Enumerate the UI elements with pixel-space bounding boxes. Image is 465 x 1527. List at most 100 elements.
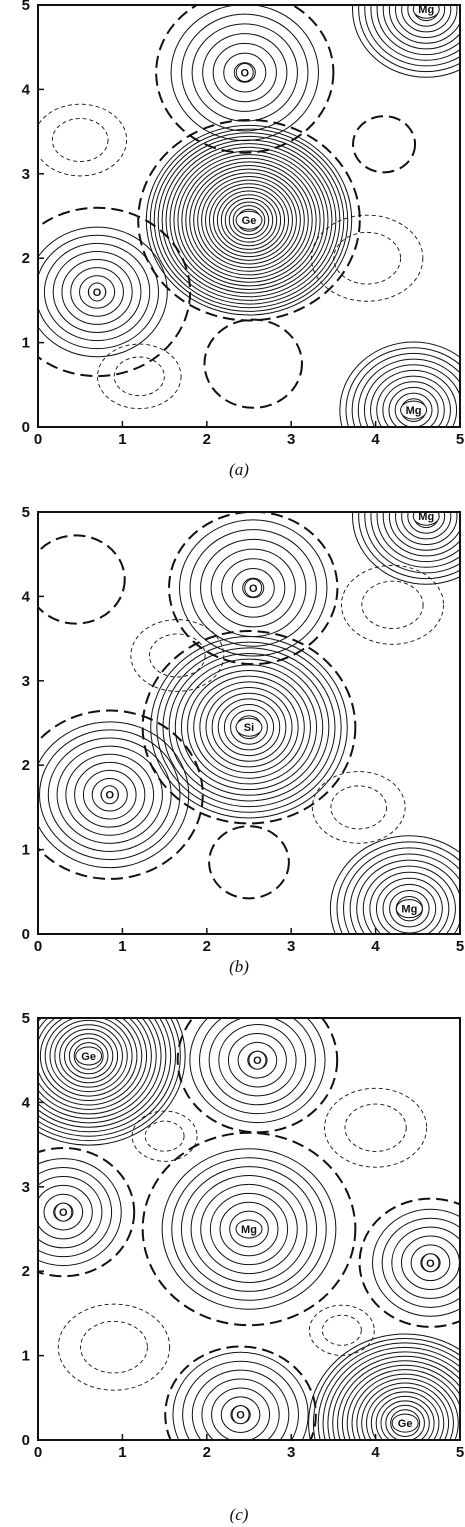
negative-contour: [330, 785, 388, 830]
plot-frame: [37, 511, 461, 935]
density-contour: [38, 1158, 122, 1267]
density-contour: [218, 1024, 297, 1097]
contour-plot-area: Ge O O Mg O O Ge: [38, 1018, 460, 1440]
density-contour: [145, 124, 353, 316]
x-tick-label: 0: [34, 1444, 42, 1461]
density-contour: [390, 1409, 421, 1437]
x-tick-label: 3: [287, 1444, 295, 1461]
y-tick-label: 1: [22, 842, 30, 859]
density-contour: [178, 519, 328, 657]
density-contour: [173, 150, 325, 290]
density-contour: [174, 658, 324, 796]
density-contour: [38, 1018, 167, 1128]
density-contour: [345, 347, 460, 427]
negative-contour: [324, 1087, 428, 1168]
density-contour: [39, 1018, 138, 1102]
density-contour: [216, 190, 282, 250]
density-contour: [227, 1032, 287, 1088]
density-contour: [61, 259, 133, 325]
density-contour: [346, 1369, 460, 1440]
density-contour: [391, 1226, 460, 1299]
density-contour: [395, 5, 458, 39]
negative-contour: [340, 564, 444, 645]
atom-label: Mg: [418, 4, 434, 16]
density-contour: [91, 778, 128, 812]
negative-contour: [113, 356, 165, 397]
density-contour: [242, 577, 265, 599]
density-contour: [180, 1166, 318, 1292]
density-contour: [388, 386, 439, 427]
density-contour: [169, 146, 329, 294]
density-contour: [153, 132, 345, 309]
x-tick-label: 3: [287, 938, 295, 955]
density-contour: [172, 1351, 309, 1440]
density-contour: [38, 226, 168, 358]
panel-caption: (b): [229, 957, 249, 976]
y-tick-label: 0: [22, 1432, 30, 1449]
density-contour: [43, 1193, 84, 1231]
density-contour: [38, 1018, 186, 1146]
atom-label: O: [105, 790, 114, 802]
zero-contour: [164, 1345, 317, 1440]
density-contour: [362, 865, 456, 934]
density-contour: [220, 1396, 261, 1434]
density-contour: [187, 670, 311, 785]
density-contour: [44, 1018, 133, 1097]
density-contour: [189, 529, 317, 647]
density-contour: [219, 1201, 279, 1257]
atom-label: Mg: [406, 405, 422, 417]
density-contour: [56, 745, 163, 844]
density-contour: [388, 5, 460, 44]
density-contour: [395, 512, 458, 546]
density-contour: [380, 1400, 430, 1440]
x-tick-label: 1: [118, 1444, 126, 1461]
density-contour: [375, 1395, 435, 1440]
x-tick-label: 2: [203, 938, 211, 955]
density-contour: [74, 761, 146, 828]
density-contour: [382, 883, 437, 934]
zero-contour: [141, 630, 357, 825]
density-contour: [211, 1387, 271, 1440]
density-contour: [185, 161, 313, 280]
density-contour: [375, 877, 443, 934]
density-contour: [327, 1351, 460, 1440]
density-contour: [65, 753, 155, 836]
density-contour: [370, 1391, 440, 1440]
density-contour: [370, 5, 460, 61]
negative-contour: [311, 771, 406, 844]
atom-label: Ge: [242, 215, 257, 227]
atom-label: Ge: [398, 1418, 413, 1430]
density-contour: [229, 1210, 269, 1248]
x-tick-label: 2: [203, 431, 211, 448]
zero-contour: [352, 115, 417, 174]
density-contour: [181, 157, 317, 283]
contour-plot-area: O Ge O Mg Mg: [38, 4, 460, 427]
atom-label: Si: [244, 722, 254, 734]
density-contour: [308, 1333, 460, 1440]
density-contour: [38, 721, 190, 869]
density-contour: [363, 364, 460, 427]
atom-label: Mg: [241, 1224, 257, 1236]
density-contour: [180, 664, 318, 791]
y-tick-label: 3: [22, 166, 30, 183]
density-contour: [161, 139, 337, 301]
density-contour: [212, 186, 286, 254]
zero-contour: [141, 1131, 357, 1327]
x-tick-label: 2: [203, 1444, 211, 1461]
density-contour: [336, 841, 460, 934]
density-contour: [223, 704, 275, 751]
negative-contour: [344, 1103, 407, 1152]
density-contour: [38, 1018, 143, 1106]
density-contour: [193, 675, 305, 779]
x-tick-label: 4: [371, 1444, 380, 1461]
density-contour: [407, 512, 446, 534]
density-contour: [217, 698, 281, 757]
plot-frame: [37, 4, 461, 428]
density-contour: [376, 5, 460, 56]
density-contour: [38, 1175, 103, 1249]
zero-contour: [155, 5, 335, 154]
density-contour: [165, 143, 333, 298]
density-contour: [369, 871, 450, 934]
density-contour: [191, 23, 298, 122]
